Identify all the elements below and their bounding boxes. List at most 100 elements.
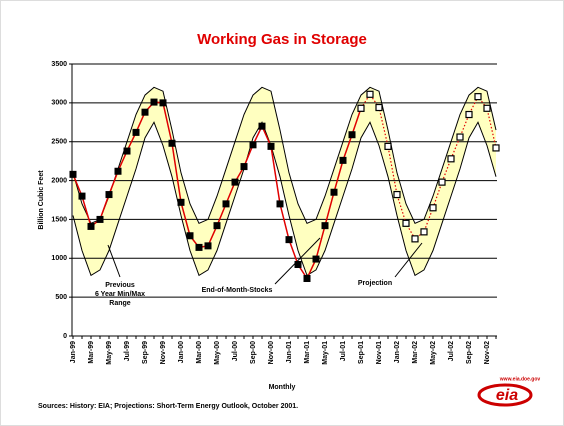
history-marker bbox=[159, 99, 167, 107]
history-marker bbox=[222, 200, 230, 208]
history-marker bbox=[213, 222, 221, 230]
history-marker bbox=[186, 232, 194, 240]
plot-area: 0 500 1000 1500 2000 2500 3000 3500 Jan-99 Mar-99… bbox=[51, 61, 500, 365]
history-marker bbox=[105, 191, 113, 199]
projection-marker bbox=[429, 204, 437, 212]
y-tick-label: 500 bbox=[55, 294, 67, 301]
projection-marker bbox=[447, 155, 455, 163]
projection-marker bbox=[357, 104, 365, 112]
history-marker bbox=[69, 170, 77, 178]
projection-marker bbox=[375, 103, 383, 112]
y-tick-label: 2000 bbox=[51, 177, 67, 184]
y-tick-label: 2500 bbox=[51, 139, 67, 146]
logo-swoosh bbox=[477, 383, 533, 407]
x-tick-label: Sep-99 bbox=[142, 341, 149, 364]
x-tick-label: Nov-00 bbox=[268, 341, 275, 364]
projection-marker bbox=[492, 144, 500, 152]
y-tick-label: 1500 bbox=[51, 216, 67, 223]
history-marker bbox=[267, 142, 275, 150]
x-tick-label: Sep-01 bbox=[358, 341, 365, 364]
x-tick-label: Nov-99 bbox=[160, 341, 167, 364]
annotation-arrow bbox=[394, 242, 423, 278]
history-marker bbox=[114, 167, 122, 175]
x-tick-label: Jul-99 bbox=[124, 341, 131, 361]
history-marker bbox=[177, 198, 185, 206]
y-tick-label: 0 bbox=[63, 333, 67, 340]
history-marker bbox=[339, 156, 347, 164]
x-tick-label: Mar-00 bbox=[196, 341, 203, 364]
history-marker bbox=[348, 131, 356, 139]
projection-line bbox=[360, 93, 497, 240]
history-marker bbox=[258, 122, 266, 130]
x-tick-label: Jan-02 bbox=[394, 341, 401, 363]
y-tick-label: 3500 bbox=[51, 61, 67, 68]
history-marker bbox=[78, 192, 86, 200]
range-band bbox=[73, 87, 496, 276]
annotation-arrow bbox=[107, 244, 121, 278]
history-marker bbox=[87, 222, 95, 230]
x-tick-label: May-99 bbox=[106, 341, 113, 365]
range-min-line bbox=[72, 121, 497, 277]
x-tick-label: Jul-02 bbox=[448, 341, 455, 361]
projection-marker bbox=[465, 110, 473, 119]
x-tick-label: Nov-01 bbox=[376, 341, 383, 364]
x-tick-label: May-00 bbox=[214, 341, 221, 365]
projection-marker bbox=[420, 228, 428, 236]
x-tick-label: Mar-01 bbox=[304, 341, 311, 364]
x-tick-label: Jul-01 bbox=[340, 341, 347, 361]
projection-marker bbox=[456, 133, 464, 141]
annotation: End-of-Month-Stocks bbox=[202, 287, 273, 294]
projection-marker bbox=[402, 219, 410, 227]
x-tick-label: Jan-99 bbox=[70, 341, 77, 363]
annotation: 6 Year Min/Max bbox=[95, 291, 145, 298]
history-marker bbox=[321, 222, 329, 230]
projection-marker bbox=[483, 104, 491, 112]
x-tick-label: Jan-01 bbox=[286, 341, 293, 363]
logo-url: www.eia.doe.gov bbox=[499, 376, 541, 382]
x-tick-label: Jul-00 bbox=[232, 341, 239, 361]
history-marker bbox=[204, 242, 212, 250]
history-marker bbox=[96, 215, 104, 223]
logo-name: eia bbox=[496, 387, 518, 404]
x-tick-label: Jan-00 bbox=[178, 341, 185, 363]
chart-title: Working Gas in Storage bbox=[197, 31, 367, 48]
history-marker bbox=[330, 188, 338, 196]
history-marker bbox=[231, 178, 239, 186]
history-marker bbox=[150, 98, 158, 106]
projection-marker bbox=[366, 90, 374, 98]
history-marker bbox=[312, 255, 320, 263]
projection-marker bbox=[411, 235, 419, 243]
range-max-line bbox=[72, 86, 497, 224]
history-marker bbox=[285, 236, 293, 244]
x-axis-title: Monthly bbox=[269, 384, 296, 391]
annotation-arrow bbox=[274, 237, 321, 285]
y-tick-label: 1000 bbox=[51, 255, 67, 262]
projection-marker bbox=[438, 178, 446, 186]
source-note: Sources: History: EIA; Projections: Shor… bbox=[38, 403, 298, 410]
x-tick-label: Sep-00 bbox=[250, 341, 257, 364]
history-marker bbox=[240, 163, 248, 171]
y-tick-label: 3000 bbox=[51, 100, 67, 107]
annotation: Range bbox=[109, 300, 131, 307]
x-tick-label: Nov-02 bbox=[484, 341, 491, 364]
annotation: Previous bbox=[105, 282, 135, 289]
x-tick-label: Mar-02 bbox=[412, 341, 419, 364]
projection-marker bbox=[474, 93, 482, 101]
history-marker bbox=[303, 274, 311, 282]
history-marker bbox=[123, 147, 131, 155]
history-marker bbox=[132, 128, 140, 136]
history-marker bbox=[141, 108, 149, 116]
history-marker bbox=[276, 200, 284, 208]
projection-marker bbox=[393, 190, 401, 199]
history-marker bbox=[195, 243, 203, 251]
x-tick-label: May-02 bbox=[430, 341, 437, 365]
x-tick-label: Mar-99 bbox=[88, 341, 95, 364]
x-tick-label: May-01 bbox=[322, 341, 329, 365]
x-tick-label: Sep-02 bbox=[466, 341, 473, 364]
projection-marker bbox=[384, 142, 392, 150]
y-axis-title: Billion Cubic Feet bbox=[38, 170, 45, 230]
annotation: Projection bbox=[358, 280, 392, 287]
history-marker bbox=[249, 141, 257, 149]
history-marker bbox=[294, 261, 302, 269]
